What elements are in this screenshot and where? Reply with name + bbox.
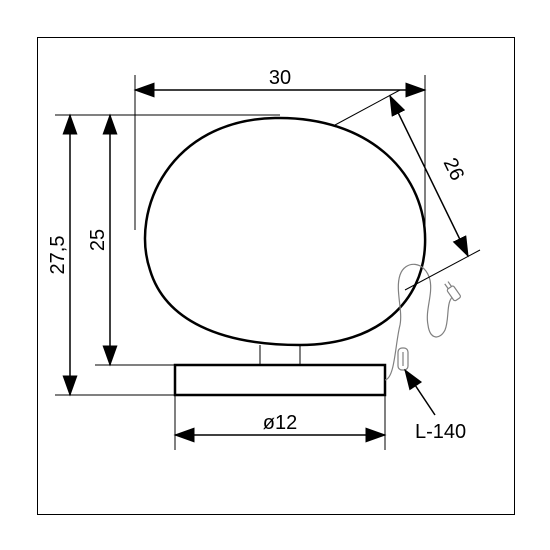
- dim-height-outer: 27,5: [47, 115, 175, 395]
- power-cord: [385, 264, 461, 380]
- drawing-canvas: 30 25 27,5 26: [0, 0, 550, 550]
- lamp-shade: [145, 118, 425, 345]
- dim-height-inner-value: 25: [87, 229, 109, 251]
- dim-height-outer-value: 27,5: [47, 236, 69, 275]
- dim-cord-label-value: L-140: [415, 421, 466, 443]
- dim-base-diameter: ø12: [175, 395, 385, 450]
- dim-diagonal-value: 26: [439, 155, 469, 185]
- dim-diagonal: 26: [335, 90, 480, 290]
- dim-cord-label: L-140: [405, 370, 466, 443]
- dim-base-diameter-value: ø12: [263, 412, 297, 434]
- lamp-base: [175, 365, 385, 395]
- drawing-svg: 30 25 27,5 26: [0, 0, 550, 550]
- dim-width-top-value: 30: [269, 67, 291, 89]
